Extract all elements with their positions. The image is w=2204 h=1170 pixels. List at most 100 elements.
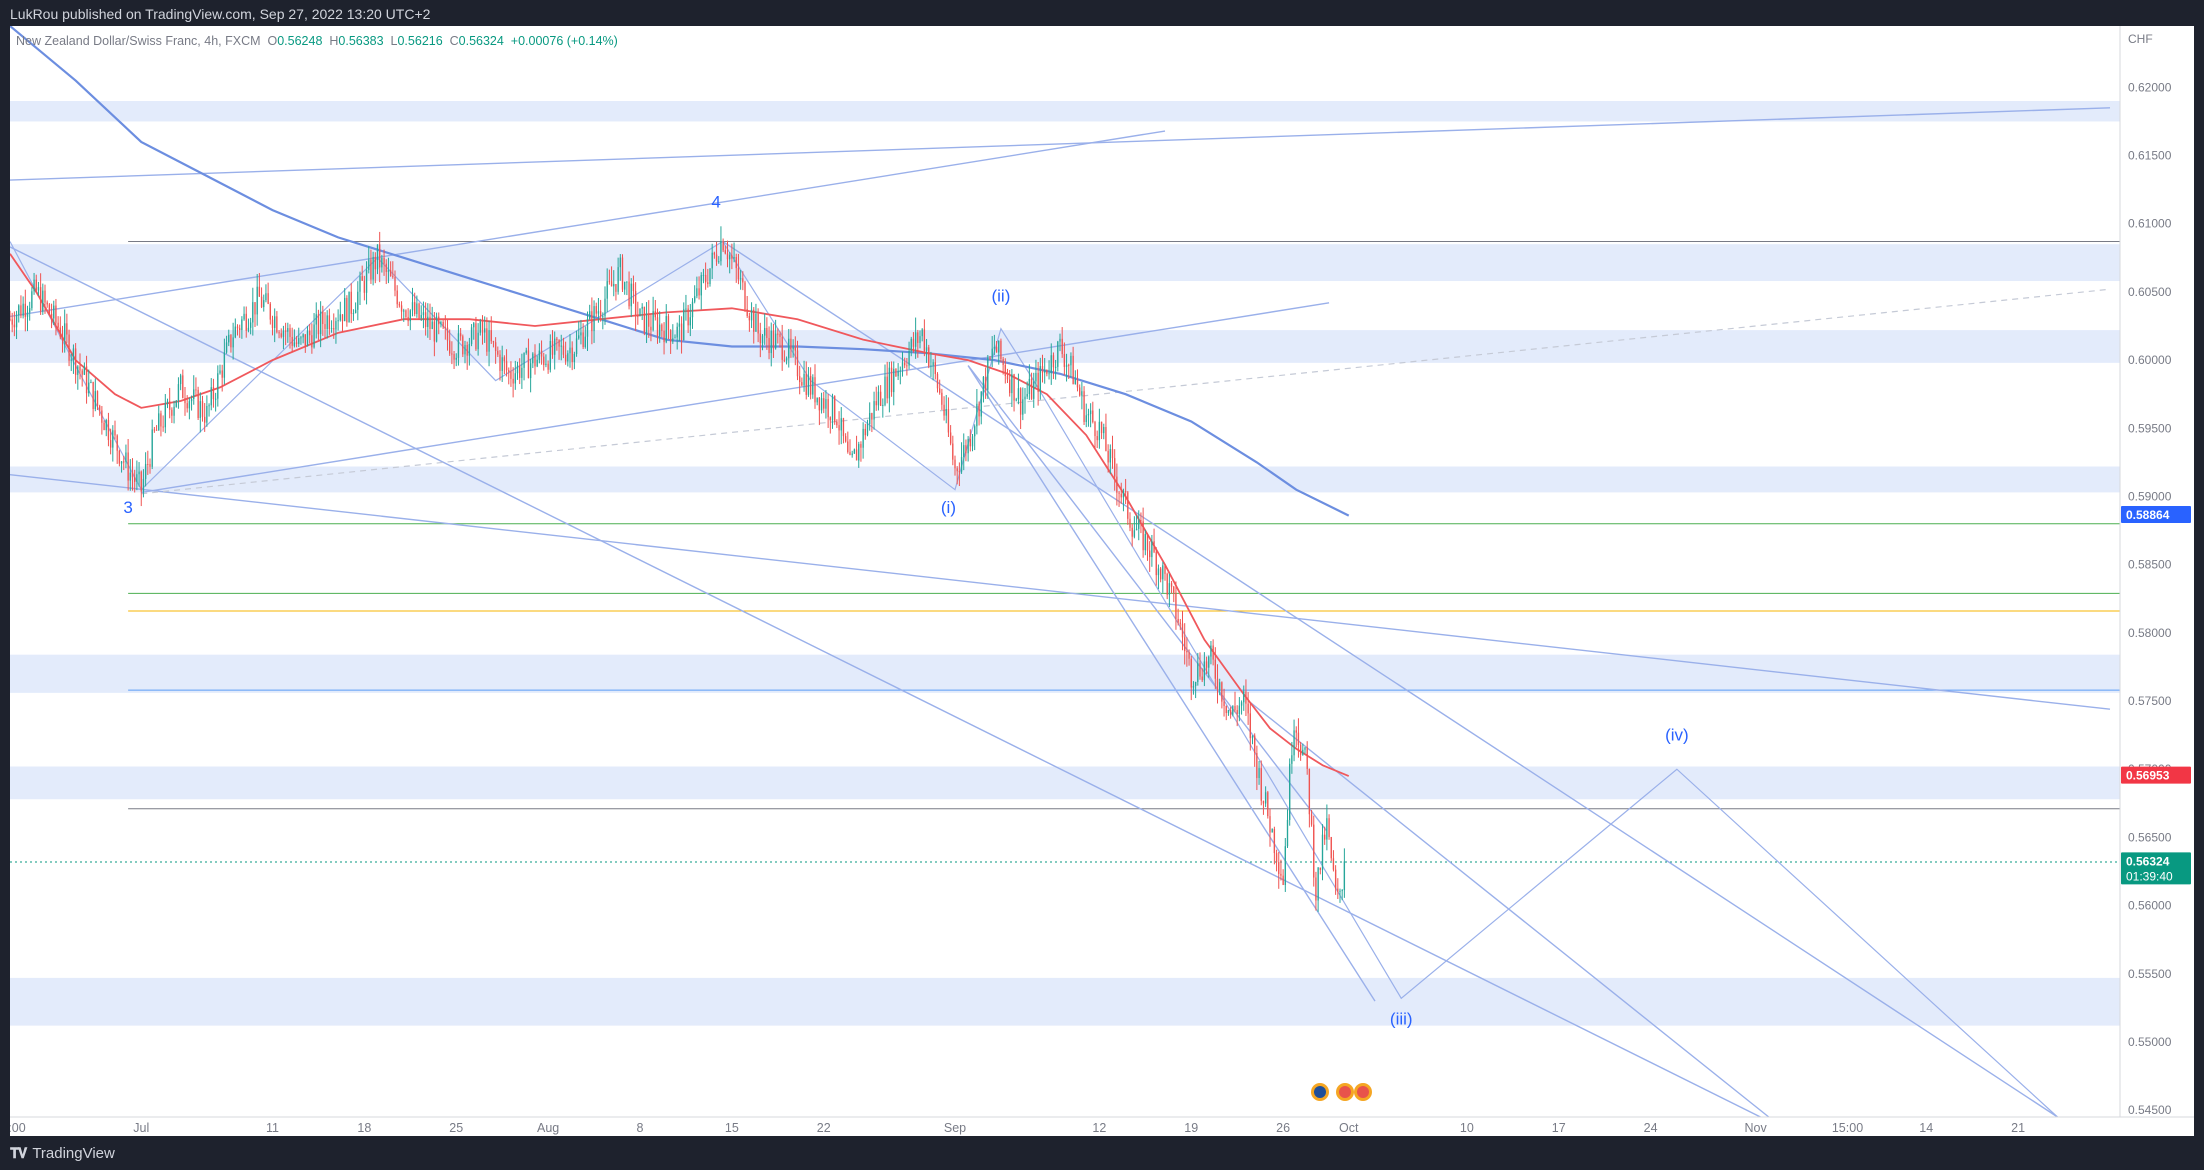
candle-body <box>862 428 864 448</box>
candle-body <box>20 305 22 316</box>
candle-body <box>755 313 757 332</box>
candle-body <box>204 416 206 423</box>
candle-body <box>1050 355 1052 374</box>
candle-body <box>1044 369 1046 373</box>
candle-body <box>1138 520 1140 529</box>
candle-body <box>698 288 700 296</box>
candle-body <box>1083 391 1085 422</box>
candle-body <box>805 373 807 395</box>
candle-body <box>652 311 654 331</box>
candle-body <box>37 287 40 291</box>
candle-body <box>230 334 232 348</box>
candle-body <box>744 282 746 310</box>
candle-body <box>619 257 621 268</box>
candle-body <box>333 328 335 330</box>
candle-body <box>941 392 943 405</box>
candle-body <box>258 286 261 297</box>
price-badge-value: 0.58864 <box>2126 508 2170 522</box>
candle-body <box>569 347 571 354</box>
candle-body <box>11 319 13 325</box>
candle-body <box>138 471 140 475</box>
candle-body <box>83 366 86 375</box>
footer-brand: TradingView <box>32 1144 115 1162</box>
candle-body <box>116 435 118 451</box>
candle-body <box>252 302 254 323</box>
time-tick-label: 25 <box>449 1121 463 1135</box>
candle-body <box>978 403 980 417</box>
candle-body <box>519 365 521 378</box>
candle-body <box>497 350 499 355</box>
candle-body <box>249 322 252 328</box>
candle-body <box>665 316 667 343</box>
candle-body <box>466 344 468 356</box>
candle-body <box>816 397 818 403</box>
candle-body <box>532 353 534 364</box>
chart-area[interactable]: 3 4 (i) (ii) (iii) (iv) CHF 0.62000 0.61500 0.61… <box>0 25 2194 1136</box>
candle-body <box>1282 875 1284 885</box>
close-value: 0.56324 <box>458 34 504 48</box>
price-zone <box>10 244 2120 282</box>
candle-body <box>1017 388 1020 400</box>
moving-average-slow <box>9 25 1350 517</box>
trendline <box>9 246 1770 1122</box>
candle-body <box>521 367 523 378</box>
wave-label: (iv) <box>1665 726 1689 745</box>
candle-body <box>68 334 70 361</box>
candle-body <box>1094 422 1096 437</box>
candle-body <box>394 277 396 291</box>
candle-body <box>764 328 766 336</box>
time-tick-label: 12 <box>1092 1121 1106 1135</box>
candle-body <box>287 328 289 332</box>
candle-body <box>206 405 208 423</box>
candle-body <box>315 314 317 325</box>
candle-body <box>958 471 961 473</box>
candle-body <box>621 257 624 290</box>
candle-body <box>571 347 573 363</box>
candle-body <box>974 426 976 437</box>
candle-body <box>219 370 221 374</box>
candle-body <box>407 316 409 322</box>
candle-body <box>64 323 66 340</box>
candle-body <box>182 375 184 398</box>
candle-body <box>214 398 217 400</box>
candle-body <box>761 335 764 344</box>
candle-body <box>818 397 821 411</box>
candle-body <box>1127 492 1129 519</box>
candle-body <box>969 438 971 447</box>
candle-body <box>995 346 998 353</box>
candle-body <box>190 398 193 402</box>
candle-body <box>245 313 247 331</box>
candle-body <box>427 316 429 327</box>
candle-body <box>934 362 936 375</box>
candle-body <box>564 354 567 362</box>
candle-body <box>860 444 862 448</box>
candle-body <box>195 389 197 391</box>
time-tick-label: 8 <box>637 1121 644 1135</box>
time-tick-label: 11 <box>266 1121 279 1135</box>
candle-body <box>737 268 740 280</box>
candle-body <box>527 350 530 379</box>
candle-body <box>606 281 608 299</box>
candle-body <box>739 278 742 280</box>
candle-body <box>669 330 672 342</box>
candle-body <box>676 326 678 338</box>
candle-body <box>438 316 440 325</box>
candle-body <box>742 278 744 283</box>
candle-body <box>936 374 939 389</box>
candle-body <box>667 316 670 331</box>
candle-body <box>1275 853 1278 863</box>
candle-body <box>291 336 293 346</box>
candle-body <box>976 403 978 427</box>
candle-body <box>687 308 689 326</box>
price-chart[interactable]: 3 4 (i) (ii) (iii) (iv) CHF 0.62000 0.61500 0.61… <box>0 25 2194 1136</box>
candle-body <box>930 365 932 367</box>
candle-body <box>162 426 164 428</box>
candle-body <box>278 332 280 334</box>
candle-body <box>713 252 716 255</box>
candle-body <box>57 322 59 328</box>
candle-body <box>462 336 464 355</box>
candle-body <box>1052 355 1055 368</box>
candle-body <box>385 263 387 272</box>
candle-body <box>634 291 637 317</box>
candle-body <box>624 281 626 290</box>
